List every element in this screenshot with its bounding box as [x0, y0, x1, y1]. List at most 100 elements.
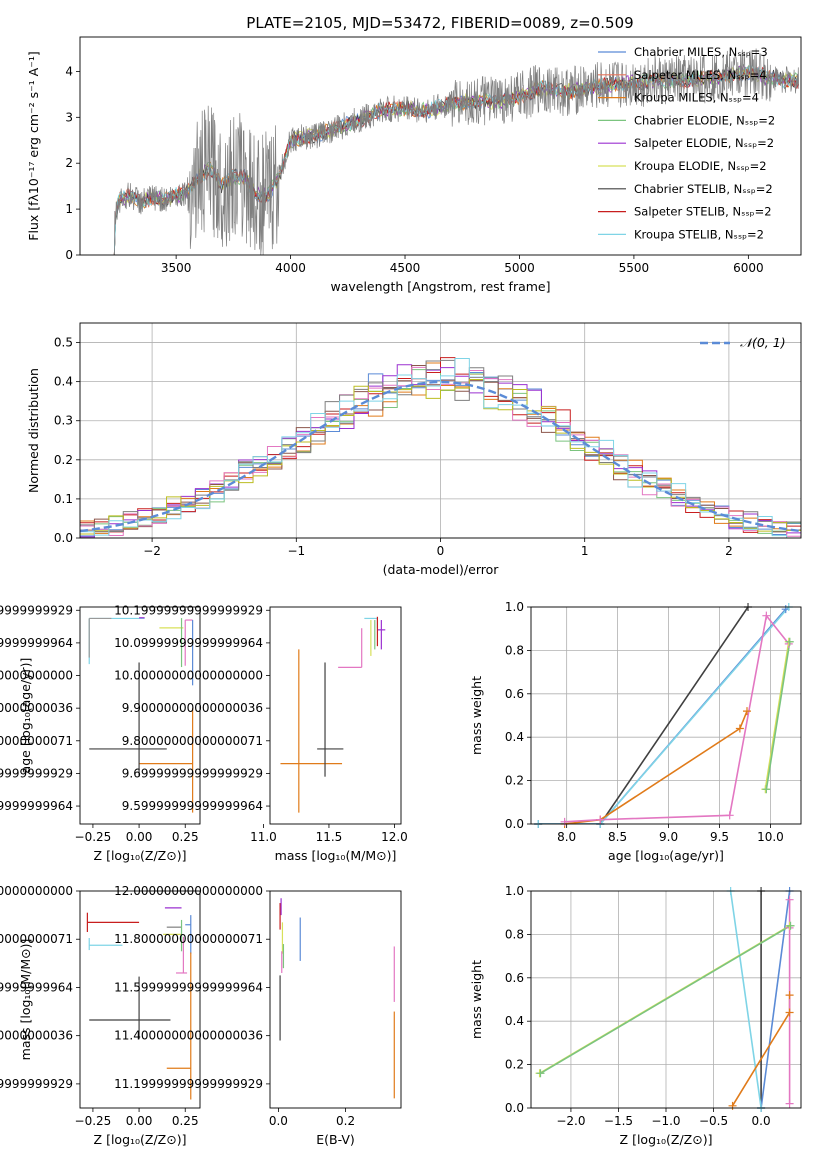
axes-mass-vs-Z: −0.25 0.00 0.25 11.19999999999999929 11.4000…	[0, 884, 201, 1147]
weight-marker	[785, 637, 794, 646]
y-tick-label: 0.6	[505, 687, 524, 701]
y-tick-label: 9.90000000000000036	[122, 701, 263, 715]
figure-title: PLATE=2105, MJD=53472, FIBERID=0089, z=0…	[246, 14, 633, 32]
weight-marker	[536, 1069, 545, 1078]
weight-marker	[743, 707, 751, 716]
plot-area	[539, 891, 791, 1108]
y-tick-label: 9.59999999999999964	[0, 799, 73, 813]
x-tick-label: 0	[437, 544, 445, 558]
plot-area	[538, 607, 791, 824]
normal-curve	[80, 380, 801, 533]
y-tick-label: 12.00000000000000000	[114, 884, 263, 898]
y-tick-label: 0.1	[54, 492, 73, 506]
histogram	[80, 359, 801, 533]
weight-marker	[728, 1101, 737, 1110]
y-axis-label: mass [log₁₀(M/M⊙)]	[18, 939, 33, 1061]
axes-spectrum: 3500 4000 4500 5000 5500 6000 0 1 2 3 4 wavelength …	[26, 36, 802, 294]
weight-marker	[762, 785, 771, 794]
y-tick-label: 11.80000000000000071	[114, 932, 263, 946]
weight-marker	[735, 724, 744, 733]
y-tick-label: 10.00000000000000000	[0, 669, 73, 683]
weight-line	[760, 891, 791, 1108]
x-tick-label: 11.0	[250, 830, 277, 844]
x-tick-label: 8.5	[608, 830, 627, 844]
weight-line	[538, 607, 749, 824]
y-tick-label: 11.80000000000000071	[0, 932, 73, 946]
weight-line	[540, 925, 791, 1074]
legend-label: Salpeter MILES, Nₛₛₚ=4	[634, 68, 767, 82]
weight-marker	[596, 815, 605, 824]
y-tick-label: 0.4	[505, 730, 524, 744]
y-tick-label: 0.4	[54, 375, 73, 389]
histogram	[80, 357, 801, 538]
axes-frame	[269, 890, 402, 1109]
axes-frame	[269, 606, 402, 825]
x-tick-label: 0.25	[172, 830, 199, 844]
y-tick-label: 0.0	[505, 1101, 524, 1115]
y-tick-label: 11.59999999999999964	[0, 980, 73, 994]
x-tick-label: 12.0	[381, 830, 408, 844]
y-tick-label: 0.0	[54, 531, 73, 545]
x-tick-label: −2	[143, 544, 161, 558]
x-tick-label: −1	[287, 544, 305, 558]
x-tick-label: 9.0	[659, 830, 678, 844]
x-tick-label: −0.25	[75, 830, 112, 844]
histogram	[80, 364, 801, 538]
x-axis-label: Z [log₁₀(Z/Z⊙)]	[620, 1132, 713, 1147]
x-tick-label: 9.5	[710, 830, 729, 844]
x-tick-label: −0.25	[75, 1114, 112, 1128]
x-tick-label: 5000	[504, 261, 535, 275]
legend-label: Chabrier MILES, Nₛₛₚ=3	[634, 45, 768, 59]
weight-line	[564, 710, 748, 824]
y-tick-label: 0.6	[505, 971, 524, 985]
legend-label: Chabrier ELODIE, Nₛₛₚ=2	[634, 113, 775, 127]
weight-marker	[725, 811, 734, 820]
axes-age-vs-mass: 11.0 11.5 12.0 9.59999999999999964 9.6999999…	[114, 603, 408, 863]
legend-label: Salpeter STELIB, Nₛₛₚ=2	[634, 205, 772, 219]
x-tick-label: 4000	[275, 261, 306, 275]
y-tick-label: 0.3	[54, 414, 73, 428]
y-tick-label: 10.19999999999999929	[0, 603, 73, 617]
x-tick-label: 3500	[161, 261, 192, 275]
y-tick-label: 9.69999999999999929	[0, 766, 73, 780]
y-tick-label: 1.0	[505, 884, 524, 898]
x-tick-label: 1	[581, 544, 589, 558]
weight-marker	[786, 921, 795, 930]
y-tick-label: 11.59999999999999964	[114, 980, 263, 994]
x-tick-label: −1.0	[651, 1114, 680, 1128]
data-curve	[113, 48, 800, 255]
plot-area	[80, 357, 801, 538]
weight-line	[765, 641, 791, 790]
y-tick-label: 10.19999999999999929	[114, 603, 263, 617]
axes-frame	[79, 322, 802, 539]
legend-label: Kroupa MILES, Nₛₛₚ=4	[634, 91, 759, 105]
axes-frame	[79, 606, 201, 825]
y-tick-label: 9.59999999999999964	[122, 799, 263, 813]
y-tick-label: 11.19999999999999929	[114, 1077, 263, 1091]
weight-line	[764, 641, 790, 790]
y-tick-label: 11.40000000000000036	[114, 1029, 263, 1043]
weight-marker	[762, 611, 771, 620]
legend-label: 𝒩(0, 1)	[740, 335, 786, 350]
x-tick-label: 0.0	[269, 1114, 288, 1128]
x-axis-label: mass [log₁₀(M/M⊙)]	[275, 848, 397, 863]
y-tick-label: 11.40000000000000036	[0, 1029, 73, 1043]
plot-area	[279, 898, 395, 1099]
y-axis-label: mass weight	[469, 676, 484, 755]
y-axis-label: Flux [fλ10⁻¹⁷ erg cm⁻² s⁻¹ A⁻¹]	[26, 51, 41, 240]
y-tick-label: 0.8	[505, 643, 524, 657]
axes-age-vs-Z: −0.25 0.00 0.25 9.59999999999999964 9.699999…	[0, 603, 201, 863]
axes-frame	[530, 890, 802, 1109]
y-tick-label: 0.0	[505, 817, 524, 831]
x-tick-label: 5500	[619, 261, 650, 275]
weight-line	[538, 607, 790, 824]
axes-mass-weight-vs-age: 8.0 8.5 9.0 9.5 10.0 0.0 0.2 0.4 0.6 0.8 1.0 age [l…	[469, 600, 802, 863]
y-tick-label: 0.2	[505, 774, 524, 788]
x-tick-label: 0.25	[172, 1114, 199, 1128]
x-axis-label: Z [log₁₀(Z/Z⊙)]	[94, 1132, 187, 1147]
x-axis-label: Z [log₁₀(Z/Z⊙)]	[94, 848, 187, 863]
x-tick-label: 6000	[733, 261, 764, 275]
y-tick-label: 10.09999999999999964	[114, 636, 263, 650]
y-tick-label: 0.2	[54, 453, 73, 467]
